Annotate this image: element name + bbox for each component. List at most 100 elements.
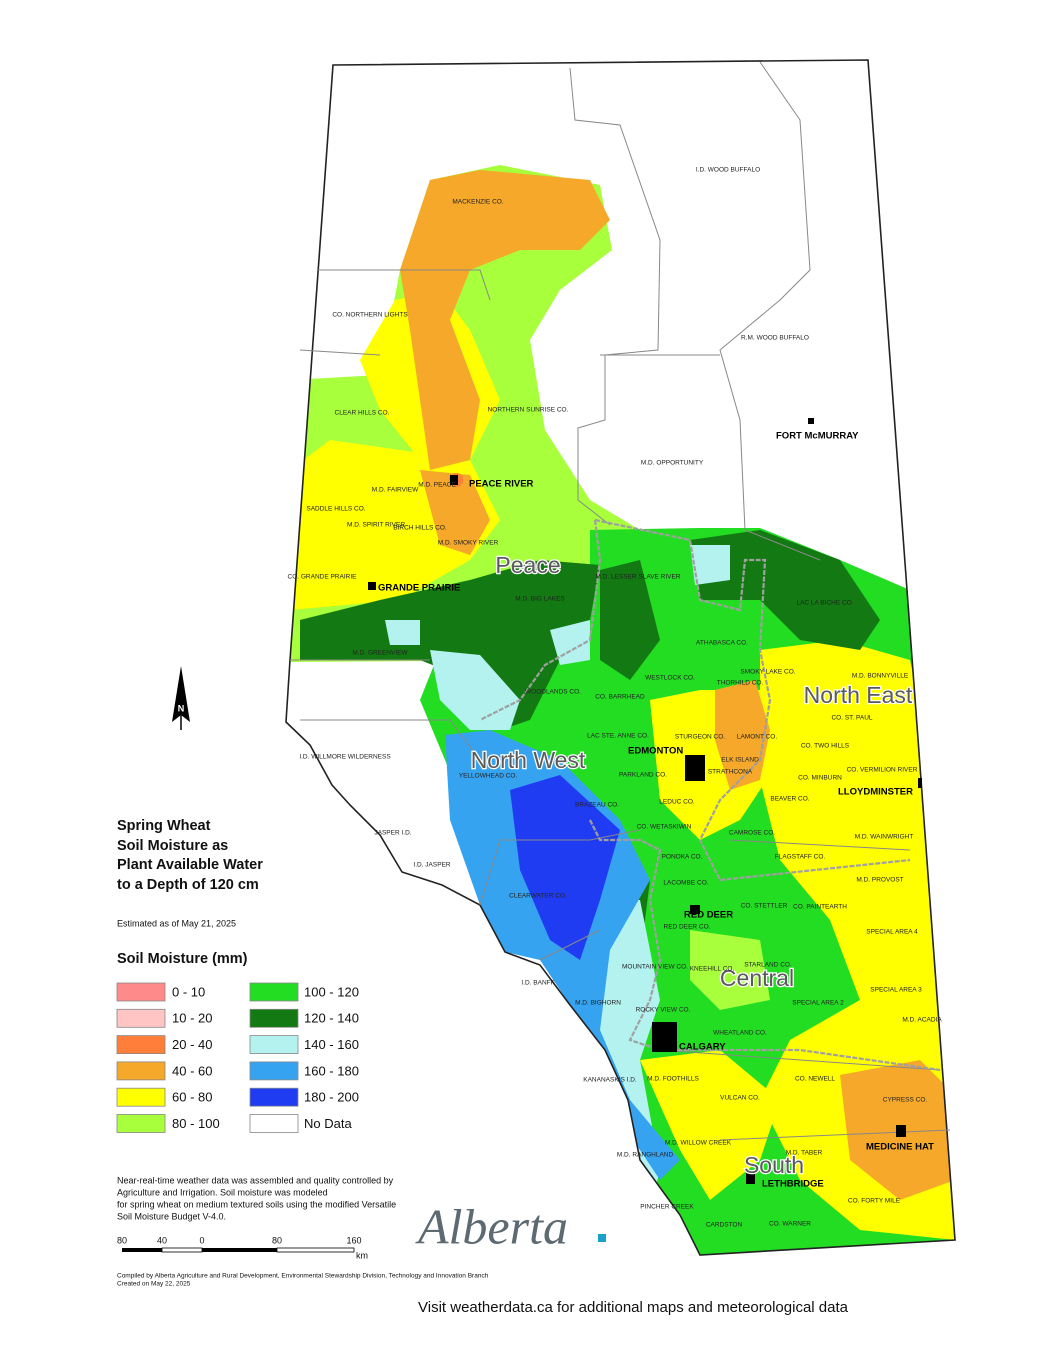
municipality-label: WOODLANDS CO. (525, 689, 581, 696)
city-markers (368, 418, 922, 1184)
municipality-label: LAMONT CO. (737, 734, 778, 741)
note-line: Soil Moisture Budget V-4.0. (117, 1211, 226, 1221)
municipality-label: M.D. OPPORTUNITY (641, 460, 704, 467)
municipality-label: CO. STETTLER (741, 903, 788, 910)
scale-unit: km (356, 1250, 368, 1260)
legend-label: 20 - 40 (172, 1037, 212, 1052)
legend-swatch (116, 1087, 166, 1107)
logo-mark (598, 1234, 606, 1242)
footer: Visit weatherdata.ca for additional maps… (418, 1299, 849, 1316)
municipality-label: SPECIAL AREA 3 (870, 987, 922, 994)
municipality-label: STARLAND CO. (744, 962, 792, 969)
region-label: Central (720, 965, 794, 991)
region-label: North East (804, 682, 913, 708)
municipality-label: CLEAR HILLS CO. (335, 410, 390, 417)
municipality-label: BEAVER CO. (770, 796, 809, 803)
scale-label: 0 (199, 1235, 204, 1245)
municipality-label: PONOKA CO. (662, 854, 703, 861)
municipality-label: MACKENZIE CO. (452, 199, 503, 206)
city-label: MEDICINE HAT (866, 1142, 934, 1153)
title-line: Soil Moisture as (117, 838, 228, 854)
municipality-label: SADDLE HILLS CO. (306, 506, 365, 513)
scale-label: 160 (346, 1235, 361, 1245)
municipality-label: CO. WETASKIWIN (637, 824, 692, 831)
municipality-label: CO. BARRHEAD (595, 694, 645, 701)
city-label: LLOYDMINSTER (838, 787, 913, 798)
region-label: North West (471, 747, 586, 773)
municipality-label: THORHILD CO. (717, 680, 764, 687)
legend-swatch (249, 1008, 299, 1028)
municipality-label: WHEATLAND CO. (713, 1030, 767, 1037)
municipality-label: I.D. JASPER (413, 862, 451, 869)
municipality-label: CO. MINBURN (798, 775, 842, 782)
municipality-label: M.D. SMOKY RIVER (438, 540, 499, 547)
legend-swatch (116, 1035, 166, 1054)
city-label: GRANDE PRAIRIE (378, 583, 460, 594)
municipality-label: YELLOWHEAD CO. (459, 773, 518, 780)
legend-swatch (116, 1061, 166, 1081)
legend-swatch (116, 1008, 166, 1028)
municipality-label: KNEEHILL CO. (690, 966, 735, 973)
municipal-boundary (569, 67, 661, 526)
credit-line: Compiled by Alberta Agriculture and Rura… (117, 1273, 489, 1280)
municipality-label: CO. NEWELL (795, 1076, 835, 1083)
municipal-boundary (719, 61, 821, 561)
logo: Alberta (415, 1198, 568, 1254)
municipality-label: M.D. SPIRIT RIVER (347, 522, 405, 529)
province-outline (285, 59, 956, 1256)
municipality-label: CO. GRANDE PRAIRIE (288, 574, 358, 581)
municipality-label: FLAGSTAFF CO. (775, 854, 826, 861)
municipality-label: M.D. FOOTHILLS (647, 1076, 699, 1083)
region-boundary (479, 518, 941, 1072)
legend-label: 120 - 140 (304, 1011, 359, 1026)
municipality-label: PARKLAND CO. (619, 772, 667, 779)
municipality-label: M.D. LESSER SLAVE RIVER (595, 574, 680, 581)
municipality-label: MOUNTAIN VIEW CO. (622, 964, 688, 971)
municipality-label: ELK ISLAND (721, 757, 759, 764)
municipality-label: I.D. BANFF (521, 980, 554, 987)
municipality-label: RED DEER CO. (664, 924, 711, 931)
municipality-label: CLEARWATER CO. (509, 893, 567, 900)
municipality-label: CO. NORTHERN LIGHTS (332, 312, 408, 319)
municipality-label: CO. WARNER (769, 1221, 811, 1228)
municipality-label: M.D. PEACE (418, 482, 456, 489)
legend-label: 160 - 180 (304, 1063, 359, 1078)
region-label: Peace (495, 552, 560, 578)
note-line: Near-real-time weather data was assemble… (117, 1175, 394, 1185)
municipality-label: SMOKY LAKE CO. (740, 669, 795, 676)
municipality-label: ROCKY VIEW CO. (636, 1007, 691, 1014)
municipality-label: WESTLOCK CO. (645, 675, 695, 682)
city-label: CALGARY (679, 1042, 726, 1053)
legend-swatch (249, 1087, 299, 1107)
municipality-label: BRAZEAU CO. (575, 802, 619, 809)
municipality-label: CO. VERMILION RIVER (847, 767, 918, 774)
legend-swatch (116, 1114, 166, 1133)
municipality-label: M.D. FAIRVIEW (372, 487, 419, 494)
city-label: PEACE RIVER (469, 479, 534, 490)
municipality-label: LEDUC CO. (659, 799, 695, 806)
municipality-label: ATHABASCA CO. (696, 640, 748, 647)
title-line: to a Depth of 120 cm (117, 877, 259, 893)
municipality-label: VULCAN CO. (720, 1095, 760, 1102)
municipality-label: CO. ST. PAUL (831, 715, 872, 722)
municipality-label: M.D. BONNYVILLE (852, 673, 909, 680)
north-arrow: N (172, 666, 190, 730)
municipality-label: LAC LA BICHE CO. (796, 600, 853, 607)
legend-label: 40 - 60 (172, 1063, 212, 1078)
scale-label: 40 (157, 1235, 167, 1245)
city-label: LETHBRIDGE (762, 1179, 824, 1190)
municipality-label: STRATHCONA (708, 769, 753, 776)
moisture-field (286, 60, 955, 1255)
note-line: Agriculture and Irrigation. Soil moistur… (117, 1187, 328, 1197)
scale-bar (122, 1247, 355, 1253)
legend-swatch (249, 1061, 299, 1081)
city-label: RED DEER (684, 910, 733, 921)
municipality-label: M.D. PROVOST (856, 877, 903, 884)
legend-title: Soil Moisture (mm) (117, 951, 248, 967)
legend-label: 0 - 10 (172, 984, 205, 999)
municipality-label: CO. TWO HILLS (801, 743, 850, 750)
municipality-label: M.D. GREENVIEW (352, 650, 408, 657)
municipality-label: M.D. BIG LAKES (515, 596, 565, 603)
legend-label: 60 - 80 (172, 1090, 212, 1105)
